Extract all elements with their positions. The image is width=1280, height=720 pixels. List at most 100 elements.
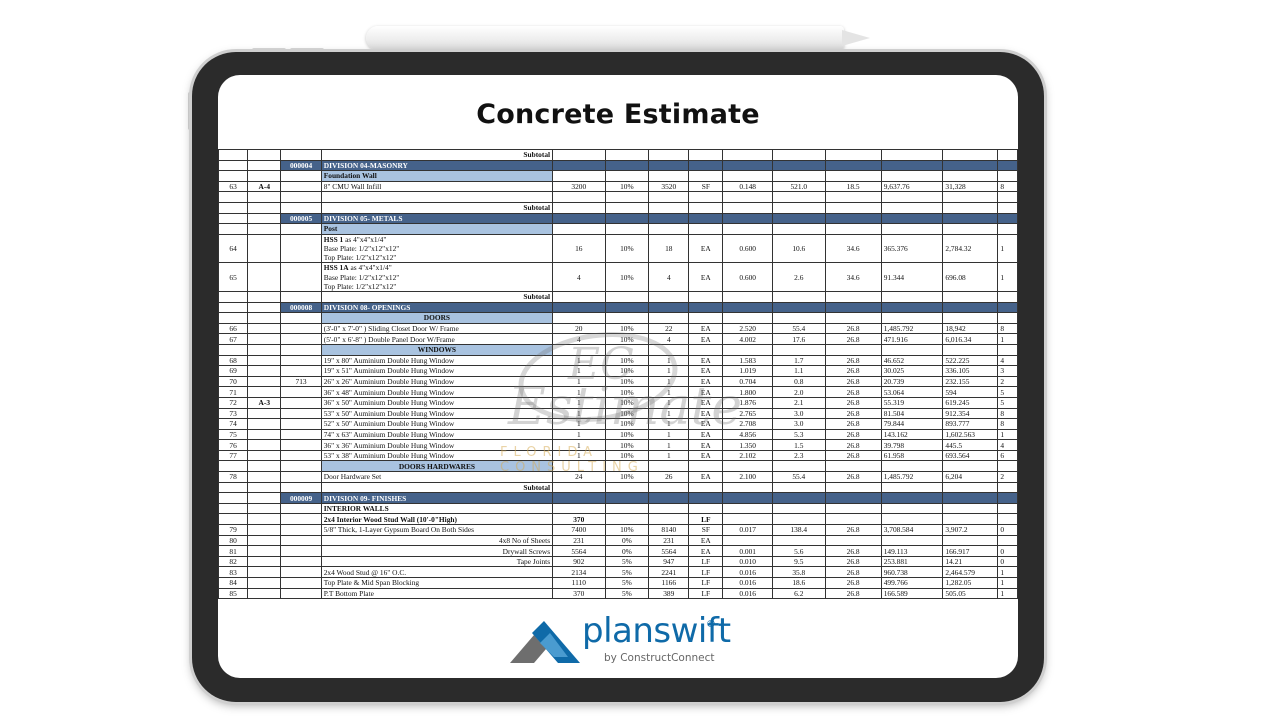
top-plate-spec: Top Plate: 1/2"x12"x12" xyxy=(323,253,397,263)
value-cell xyxy=(722,201,774,214)
code-cell xyxy=(280,354,322,367)
value-cell: 5564 xyxy=(648,545,690,557)
value-cell: 26.8 xyxy=(824,587,882,600)
row-number-cell xyxy=(218,223,249,235)
row-number-cell: 81 xyxy=(218,545,249,557)
value-cell: 10% xyxy=(604,449,650,462)
value-cell: 4 xyxy=(997,439,1018,451)
value-cell xyxy=(824,212,882,225)
description-cell: 8" CMU Wall Infill xyxy=(320,180,554,193)
value-cell xyxy=(722,223,774,235)
code-cell xyxy=(280,386,322,398)
value-cell: 26.8 xyxy=(824,407,882,420)
value-cell: 2 xyxy=(997,471,1018,483)
value-cell: EA xyxy=(688,375,724,388)
value-cell xyxy=(824,159,882,172)
value-cell: 4.002 xyxy=(722,333,774,345)
value-cell: 1 xyxy=(648,354,690,367)
value-cell: 445.5 xyxy=(942,439,999,451)
value-cell: 1 xyxy=(648,407,690,420)
tablet-top-button xyxy=(252,48,286,53)
value-cell xyxy=(688,492,724,504)
value-cell: 1 xyxy=(997,587,1018,600)
stylus-tip xyxy=(842,30,870,46)
value-cell: 389 xyxy=(648,587,690,600)
description-cell: 36" x 50" Auminium Double Hung Window xyxy=(320,396,554,409)
value-cell: 149.113 xyxy=(880,545,944,557)
value-cell: 8 xyxy=(997,180,1018,193)
value-cell xyxy=(772,312,826,324)
row-number-cell: 85 xyxy=(218,587,249,600)
value-cell: LF xyxy=(688,577,724,589)
value-cell: EA xyxy=(688,333,724,345)
value-cell: 499.766 xyxy=(880,577,944,589)
value-cell: 1.7 xyxy=(772,354,826,367)
row-number-cell xyxy=(218,159,249,172)
value-cell xyxy=(688,312,724,324)
code-cell xyxy=(280,223,322,235)
row-number-cell: 78 xyxy=(218,471,249,483)
code-cell xyxy=(280,149,322,161)
value-cell: 91.344 xyxy=(880,262,944,292)
value-cell xyxy=(688,290,724,303)
value-cell: 22 xyxy=(648,322,690,335)
table-row: 65 HSS 1A as 4"x4"x1/4" Base Plate: 1/2"x1… xyxy=(218,262,1018,292)
value-cell xyxy=(824,534,882,547)
sheet-ref-cell xyxy=(247,587,282,600)
value-cell xyxy=(648,312,690,324)
value-cell: 1.876 xyxy=(722,396,774,409)
value-cell: 2.6 xyxy=(772,262,826,292)
value-cell xyxy=(552,502,606,515)
value-cell: 1 xyxy=(648,375,690,388)
value-cell: 8 xyxy=(997,322,1018,335)
value-cell: 17.6 xyxy=(772,333,826,345)
item-code: HSS 1 xyxy=(323,234,344,244)
value-cell xyxy=(772,223,826,235)
value-cell: 10% xyxy=(604,386,650,398)
table-row: 66 (3'-0" x 7'-0" ) Sliding Closet Door W… xyxy=(218,322,1018,335)
table-row: 80 4x8 No of Sheets 231 0% 231 EA xyxy=(218,534,1018,547)
value-cell xyxy=(942,201,999,214)
description-cell: DIVISION 05- METALS xyxy=(320,212,554,225)
value-cell xyxy=(880,534,944,547)
value-cell: 46.652 xyxy=(880,354,944,367)
value-cell: 10% xyxy=(604,375,650,388)
value-cell: 31,328 xyxy=(942,180,999,193)
value-cell xyxy=(880,170,944,182)
value-cell xyxy=(722,534,774,547)
value-cell xyxy=(942,343,999,356)
value-cell: 4 xyxy=(648,262,690,292)
value-cell: 1,485.792 xyxy=(880,471,944,483)
table-row: 73 53" x 50" Auminium Double Hung Window 1… xyxy=(218,407,1018,420)
value-cell: 1 xyxy=(552,354,606,367)
value-cell xyxy=(772,301,826,314)
value-cell xyxy=(824,191,882,203)
value-cell: 4 xyxy=(552,262,606,292)
value-cell: 1 xyxy=(648,428,690,441)
value-cell: 9,637.76 xyxy=(880,180,944,193)
table-row: DOORS xyxy=(218,312,1018,324)
code-cell xyxy=(280,365,322,377)
value-cell xyxy=(688,301,724,314)
value-cell: EA xyxy=(688,262,724,292)
description-cell: DOORS xyxy=(320,312,554,324)
value-cell xyxy=(772,159,826,172)
value-cell: 138.4 xyxy=(772,524,826,536)
table-row: 72 A-3 36" x 50" Auminium Double Hung Wind… xyxy=(218,396,1018,409)
value-cell: 26.8 xyxy=(824,322,882,335)
value-cell: 0.704 xyxy=(722,375,774,388)
description-cell: 5/8" Thick, 1-Layer Gypsum Board On Both… xyxy=(320,524,554,536)
sheet-ref-cell xyxy=(247,375,282,388)
code-cell xyxy=(280,566,322,578)
value-cell xyxy=(997,223,1018,235)
stylus-pencil xyxy=(366,26,844,50)
value-cell xyxy=(880,312,944,324)
value-cell: 24 xyxy=(552,471,606,483)
value-cell xyxy=(880,290,944,303)
value-cell: 26.8 xyxy=(824,386,882,398)
value-cell: 5564 xyxy=(552,545,606,557)
value-cell xyxy=(648,343,690,356)
code-cell xyxy=(280,396,322,409)
sheet-ref-cell xyxy=(247,555,282,568)
value-cell: 0% xyxy=(604,534,650,547)
